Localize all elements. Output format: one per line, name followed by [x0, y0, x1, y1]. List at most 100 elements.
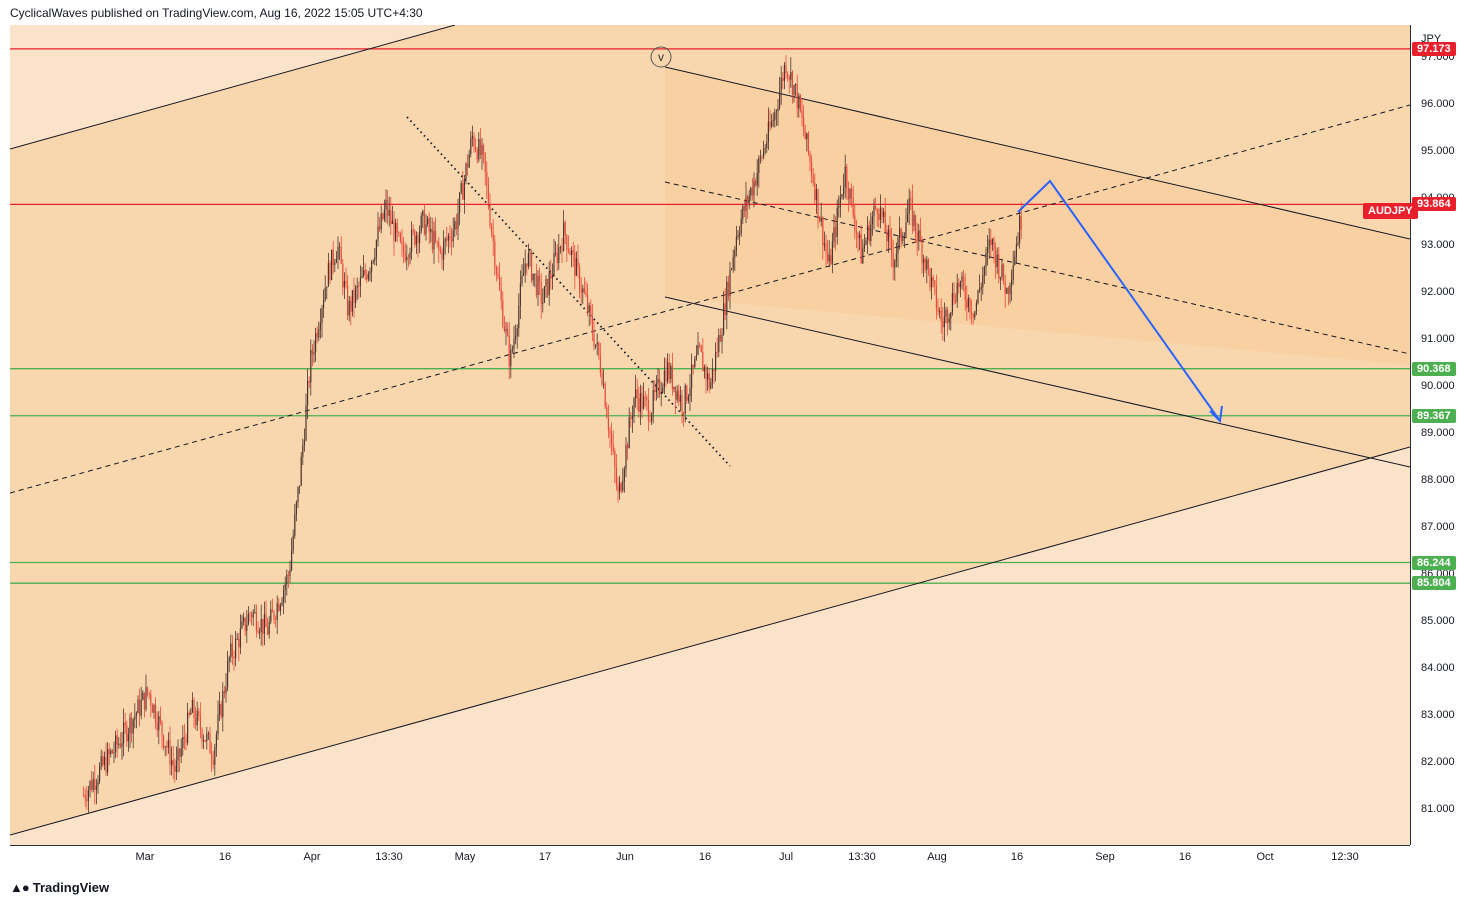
candle-body [238, 638, 240, 648]
candle-body [811, 161, 813, 176]
candle-body [937, 308, 939, 313]
candle-body [364, 269, 366, 275]
candle-body [598, 342, 600, 356]
candle-body [214, 747, 216, 765]
candle-body [892, 253, 894, 268]
candle-body [175, 760, 177, 772]
candle-body [411, 229, 413, 253]
candle-body [476, 150, 478, 160]
candle-body [905, 222, 907, 236]
candle-body [337, 247, 339, 259]
candle-body [398, 232, 400, 234]
candle-body [391, 220, 393, 224]
candle-body [1009, 285, 1011, 295]
candle-body [383, 209, 385, 219]
price-tick-label: 81.000 [1421, 803, 1455, 815]
time-tick-label: 16 [1178, 851, 1192, 863]
candle-body [1014, 256, 1016, 266]
time-tick-label: 13:30 [375, 851, 403, 863]
candle-body [187, 712, 189, 744]
candle-body [473, 135, 475, 148]
candle-body [356, 285, 358, 288]
time-tick-label: Jul [778, 851, 794, 863]
candle-body [795, 84, 797, 86]
candle-body [649, 420, 651, 421]
symbol-badge: AUDJPY [1363, 203, 1418, 219]
candle-body [652, 390, 654, 415]
candle-body [284, 584, 286, 590]
candle-body [782, 77, 784, 81]
candle-body [503, 326, 505, 331]
candle-body [147, 687, 149, 694]
candle-body [265, 614, 267, 628]
candle-body [531, 252, 533, 281]
candle-body [838, 206, 840, 208]
price-tick-label: 92.000 [1421, 286, 1455, 298]
candle-body [169, 740, 171, 766]
candle-body [134, 716, 136, 720]
candle-body [651, 414, 653, 421]
candle-body [103, 756, 105, 766]
footer-brand[interactable]: ▲● TradingView [10, 880, 109, 895]
candle-body [246, 624, 248, 631]
candle-body [931, 277, 933, 288]
candle-body [975, 302, 977, 312]
price-tick-label: 91.000 [1421, 333, 1455, 345]
candle-body [97, 781, 99, 786]
candle-body [558, 247, 560, 263]
time-tick-label: 13:30 [848, 851, 876, 863]
candle-body [633, 398, 635, 417]
candle-body [934, 280, 936, 286]
candle-body [342, 263, 344, 288]
candle-body [343, 280, 345, 288]
candle-body [332, 249, 334, 265]
candle-body [676, 390, 678, 400]
price-tick-label: 85.000 [1421, 615, 1455, 627]
chart-plot-area[interactable]: v [10, 25, 1410, 845]
candle-body [854, 215, 856, 231]
candle-body [419, 231, 421, 244]
candle-body [524, 263, 526, 273]
candle-body [294, 514, 296, 536]
candle-body [999, 276, 1001, 279]
candle-body [254, 611, 256, 613]
candle-body [1006, 288, 1008, 294]
candle-body [92, 779, 94, 790]
candle-body [222, 691, 224, 717]
candle-body [137, 699, 139, 714]
candle-body [367, 273, 369, 280]
candle-body [758, 158, 760, 173]
candle-body [409, 252, 411, 258]
candle-body [577, 258, 579, 267]
candle-body [345, 280, 347, 286]
time-axis[interactable]: Mar 16 Apr 13:30 May 17 Jun 16 Jul 13:30 Aug 16 Sep 1… [10, 845, 1410, 872]
candle-body [662, 387, 664, 392]
candle-body [950, 312, 952, 319]
candle-body [940, 311, 942, 322]
candle-body [505, 328, 507, 331]
candle-body [883, 211, 885, 217]
candle-body [446, 238, 448, 241]
candle-body [817, 189, 819, 218]
candle-body [993, 238, 995, 250]
candle-body [111, 750, 113, 754]
candle-body [953, 292, 955, 302]
candle-body [972, 313, 974, 318]
candle-body [500, 289, 502, 301]
price-axis[interactable]: JPY 81.000 82.000 83.000 84.000 85.000 86.000… [1410, 25, 1478, 845]
candle-body [155, 704, 157, 723]
candle-body [955, 301, 957, 303]
candle-body [123, 722, 125, 744]
candle-body [259, 632, 261, 634]
candle-body [260, 619, 262, 633]
candle-body [249, 614, 251, 616]
candle-body [455, 221, 457, 229]
candle-body [295, 501, 297, 515]
candle-body [289, 569, 291, 576]
candle-body [372, 260, 374, 262]
candle-body [783, 64, 785, 81]
candle-body [180, 748, 182, 758]
candle-body [359, 277, 361, 287]
candle-body [499, 276, 501, 290]
candle-body [815, 189, 817, 201]
